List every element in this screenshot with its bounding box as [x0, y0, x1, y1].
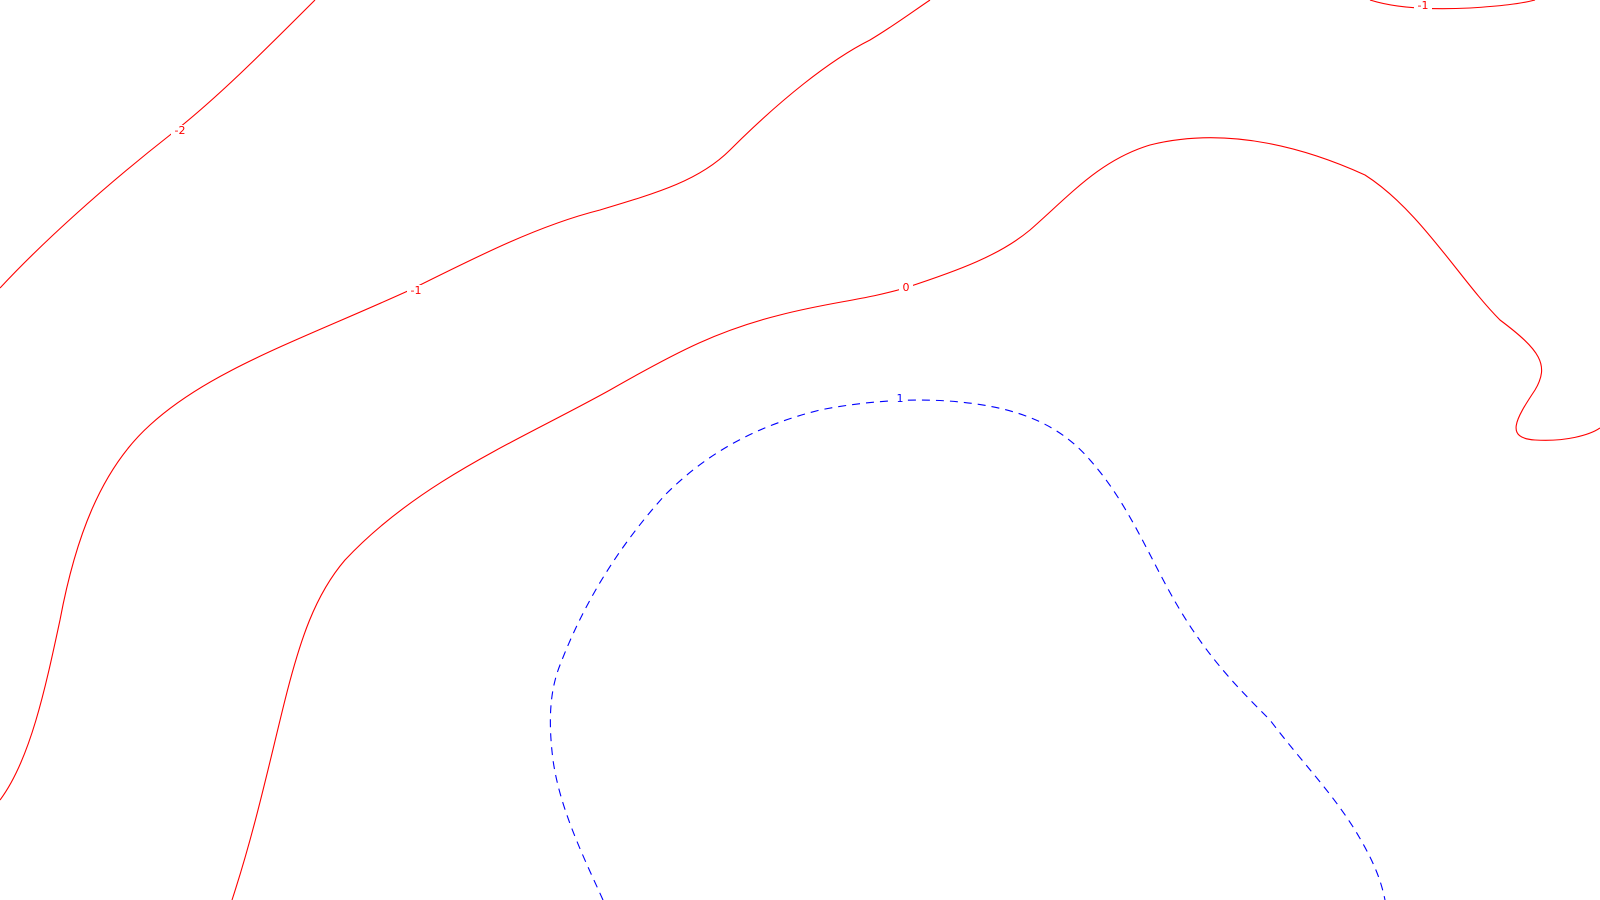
contour-label-zero: 0 [903, 281, 910, 294]
contour-label-minus-2: -2 [175, 124, 186, 137]
contour-label-minus-1: -1 [411, 284, 422, 297]
contour-label-bg [893, 393, 907, 405]
contour-label-bg [899, 282, 913, 294]
contour-label-bg [1414, 0, 1432, 12]
contour-line-zero [231, 137, 1600, 900]
contour-line-minus-2 [0, 0, 316, 289]
contour-label-one: 1 [897, 392, 904, 405]
contour-line-minus-1 [0, 0, 931, 801]
contour-label-minus-1-top-right: -1 [1418, 0, 1429, 12]
contour-label-bg [407, 285, 425, 297]
contour-line-minus-1-top-right [1369, 0, 1536, 10]
contour-label-bg [171, 125, 189, 137]
contour-line-one [549, 399, 1386, 900]
